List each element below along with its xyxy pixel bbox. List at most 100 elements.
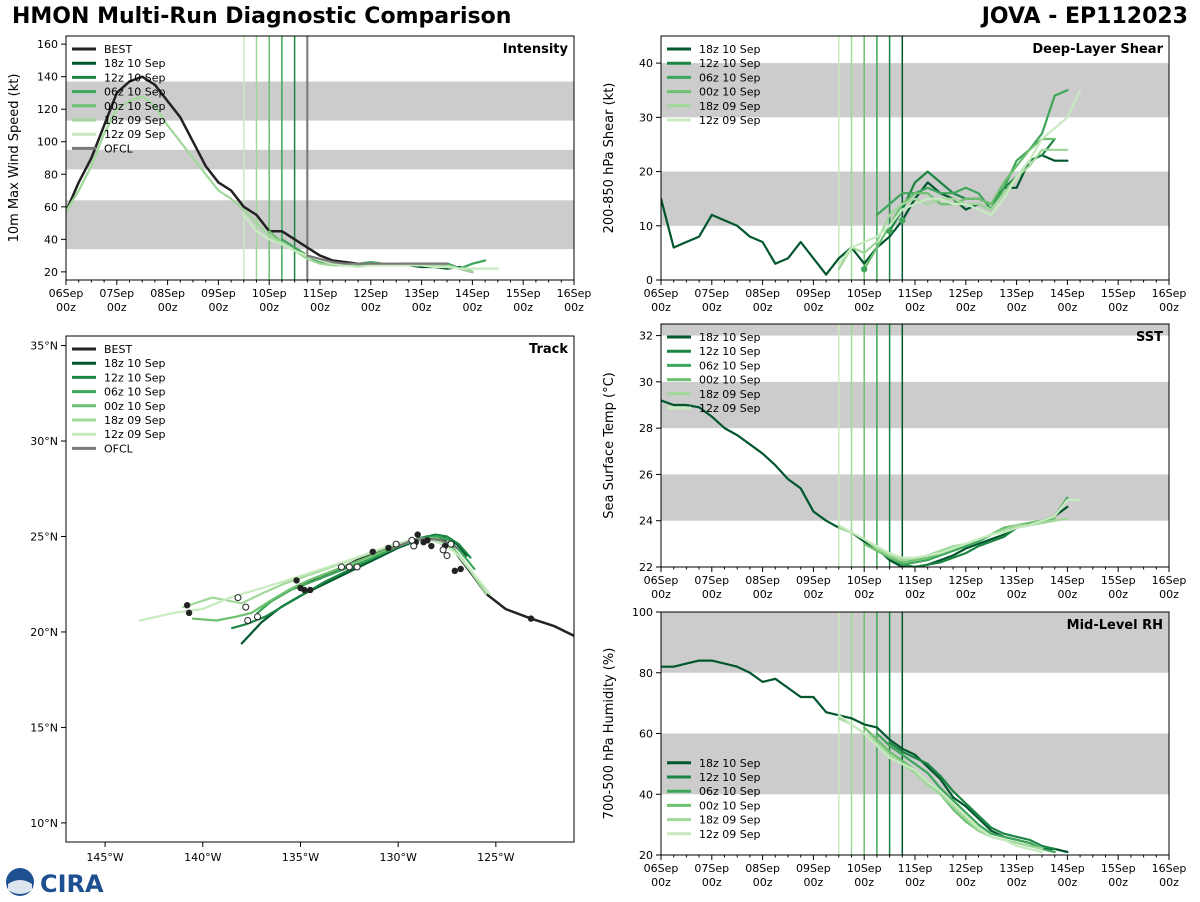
- shear-xtick-label: 00z: [1058, 301, 1078, 314]
- rh-xtick-label: 00z: [1058, 876, 1078, 889]
- rh-series-12z-09-sep: [837, 714, 1044, 854]
- track-series-06z-10-sep: [256, 535, 476, 615]
- sst-xtick-label: 11Sep: [898, 574, 933, 587]
- sst-band-0: [661, 474, 1169, 521]
- intensity-xtick-label: 10Sep: [252, 287, 287, 300]
- track-open-fix-3: [410, 542, 418, 550]
- track-best-fix-8: [414, 531, 421, 538]
- track-open-fix-7: [337, 563, 345, 571]
- sst-band-2: [661, 324, 1169, 336]
- shear-xtick-label: 00z: [905, 301, 925, 314]
- rh-xtick-label: 14Sep: [1050, 862, 1085, 875]
- rh-xtick-label: 00z: [1159, 876, 1179, 889]
- track-ytick-label: 30°N: [30, 435, 58, 448]
- shear-xtick-label: 00z: [854, 301, 874, 314]
- rh-legend-label-18z-09-sep: 18z 09 Sep: [699, 814, 761, 827]
- shear-xtick-label: 00z: [1108, 301, 1128, 314]
- track-best-fix-4: [428, 542, 435, 550]
- rh-legend-label-12z-10-sep: 12z 10 Sep: [699, 771, 761, 784]
- intensity-plot-area: [66, 36, 574, 280]
- sst-ytick-label: 30: [639, 376, 653, 389]
- sst-legend-label-12z-09-sep: 12z 09 Sep: [699, 402, 761, 415]
- rh-ytick-label: 40: [639, 788, 653, 801]
- intensity-series-ofcl: [306, 254, 449, 265]
- rh-xtick-label: 00z: [804, 876, 824, 889]
- track-legend-label-18z-10-sep: 18z 10 Sep: [104, 357, 166, 370]
- shear-panel: 06Sep00z07Sep00z08Sep00z09Sep00z10Sep00z…: [602, 35, 1186, 314]
- sst-xtick-label: 06Sep: [644, 574, 679, 587]
- track-title: Track: [529, 342, 568, 357]
- intensity-xtick-label: 00z: [209, 301, 229, 314]
- page-title: HMON Multi-Run Diagnostic Comparison: [12, 4, 512, 29]
- intensity-xtick-label: 00z: [564, 301, 584, 314]
- shear-ytick-label: 0: [646, 274, 653, 287]
- sst-legend-label-18z-10-sep: 18z 10 Sep: [699, 331, 761, 344]
- sst-xtick-label: 00z: [702, 588, 722, 601]
- sst-xtick-label: 00z: [1108, 588, 1128, 601]
- track-best-fix-15: [183, 602, 191, 609]
- sst-panel: 06Sep00z07Sep00z08Sep00z09Sep00z10Sep00z…: [602, 323, 1186, 601]
- track-frame: [65, 335, 575, 843]
- sst-xtick-label: 13Sep: [999, 574, 1034, 587]
- rh-xtick-label: 09Sep: [796, 862, 831, 875]
- intensity-legend-label-12z-10-sep: 12z 10 Sep: [104, 71, 166, 84]
- rh-xtick-label: 06Sep: [644, 862, 679, 875]
- shear-title: Deep-Layer Shear: [1032, 42, 1163, 57]
- track-open-fix-1: [439, 546, 447, 554]
- shear-series-18z-09-sep: [837, 148, 1069, 271]
- rh-panel: 06Sep00z07Sep00z08Sep00z09Sep00z10Sep00z…: [602, 606, 1186, 889]
- shear-xtick-label: 14Sep: [1050, 287, 1085, 300]
- rh-xtick-label: 12Sep: [948, 862, 983, 875]
- shear-legend-label-06z-10-sep: 06z 10 Sep: [699, 71, 761, 84]
- track-xtick-label: 125°W: [477, 851, 514, 864]
- track-open-fix-9: [253, 613, 261, 621]
- rh-xtick-label: 00z: [854, 876, 874, 889]
- track-open-fix-0: [443, 552, 451, 560]
- storm-id: JOVA - EP112023: [981, 4, 1188, 29]
- rh-legend-label-06z-10-sep: 06z 10 Sep: [699, 785, 761, 798]
- shear-xtick-label: 00z: [804, 301, 824, 314]
- rh-legend-label-00z-10-sep: 00z 10 Sep: [699, 799, 761, 812]
- shear-ytick-label: 10: [639, 220, 653, 233]
- sst-xtick-label: 09Sep: [796, 574, 831, 587]
- intensity-xtick-label: 00z: [310, 301, 330, 314]
- sst-ytick-label: 32: [639, 330, 653, 343]
- rh-ytick-label: 60: [639, 728, 653, 741]
- rh-band-1: [661, 612, 1169, 673]
- shear-init-point-1: [886, 228, 893, 235]
- track-open-fix-2: [447, 540, 455, 548]
- track-xtick-label: 135°W: [282, 851, 319, 864]
- track-open-fix-12: [234, 594, 242, 602]
- intensity-xtick-label: 12Sep: [353, 287, 388, 300]
- track-best-fix-14: [297, 584, 304, 592]
- intensity-ytick-label: 160: [37, 38, 58, 51]
- rh-ytick-label: 80: [639, 667, 653, 680]
- shear-legend-label-18z-10-sep: 18z 10 Sep: [699, 43, 761, 56]
- intensity-legend-label-ofcl: OFCL: [104, 142, 134, 155]
- shear-xtick-label: 08Sep: [745, 287, 780, 300]
- shear-xtick-label: 09Sep: [796, 287, 831, 300]
- track-best-fix-10: [369, 548, 376, 555]
- shear-legend-label-12z-10-sep: 12z 10 Sep: [699, 57, 761, 70]
- intensity-panel: 06Sep00z07Sep00z08Sep00z09Sep00z10Sep00z…: [7, 35, 591, 314]
- rh-xtick-label: 07Sep: [694, 862, 729, 875]
- track-open-fix-11: [242, 603, 250, 611]
- intensity-legend-label-00z-10-sep: 00z 10 Sep: [104, 100, 166, 113]
- sst-xtick-label: 14Sep: [1050, 574, 1085, 587]
- sst-ytick-label: 24: [639, 515, 653, 528]
- track-series-18z-10-sep: [240, 535, 468, 645]
- track-best-fix-1: [457, 565, 464, 573]
- intensity-xtick-label: 08Sep: [150, 287, 185, 300]
- rh-xtick-label: 13Sep: [999, 862, 1034, 875]
- logo-mark: CIRA: [6, 868, 104, 898]
- intensity-title: Intensity: [503, 42, 569, 57]
- track-best-fix-12: [307, 586, 314, 594]
- intensity-legend-label-18z-09-sep: 18z 09 Sep: [104, 114, 166, 127]
- track-legend-label-ofcl: OFCL: [104, 442, 134, 455]
- track-legend-label-00z-10-sep: 00z 10 Sep: [104, 400, 166, 413]
- sst-xtick-label: 10Sep: [847, 574, 882, 587]
- track-ytick-label: 20°N: [30, 626, 58, 639]
- intensity-ytick-label: 140: [37, 71, 58, 84]
- track-open-fix-6: [345, 563, 353, 571]
- track-series-12z-09-sep: [139, 539, 492, 622]
